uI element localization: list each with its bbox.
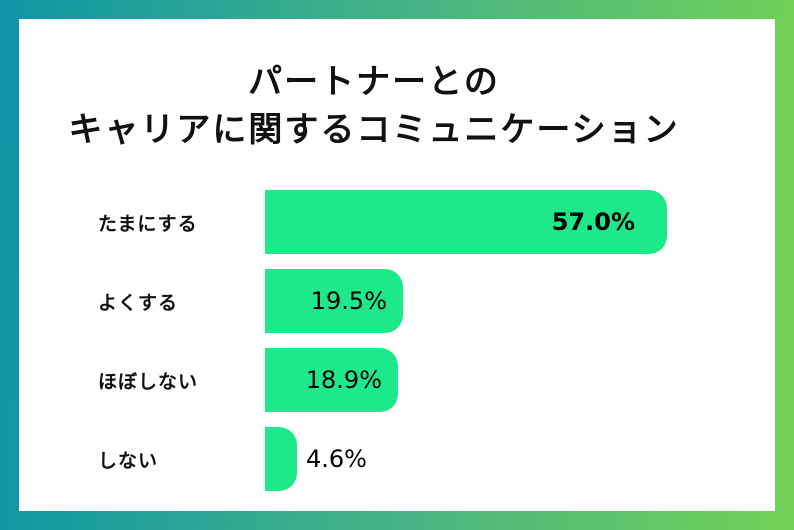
- bar: 18.9%: [265, 348, 398, 412]
- bar-track: 4.6%: [265, 427, 775, 491]
- value-label: 18.9%: [305, 366, 382, 394]
- chart-title: パートナーとの キャリアに関するコミュニケーション: [19, 58, 775, 154]
- chart-row: しない 4.6%: [19, 427, 775, 491]
- category-label: しない: [98, 449, 159, 472]
- bar-track: 19.5%: [265, 269, 775, 333]
- bar: [265, 427, 297, 491]
- chart-card: パートナーとの キャリアに関するコミュニケーション たまにする 57.0% よくする…: [19, 19, 775, 511]
- value-label: 57.0%: [551, 208, 635, 236]
- category-label: よくする: [98, 291, 179, 314]
- bar-chart: たまにする 57.0% よくする 19.5% ほぼしない 18.9% しない 4.6%: [19, 190, 775, 491]
- category-label: たまにする: [98, 212, 198, 235]
- chart-title-line-1: パートナーとの: [248, 62, 500, 102]
- chart-row: よくする 19.5%: [19, 269, 775, 333]
- bar: 57.0%: [265, 190, 667, 254]
- value-label: 4.6%: [306, 445, 367, 473]
- category-label: ほぼしない: [98, 370, 199, 393]
- chart-title-line-2: キャリアに関するコミュニケーション: [68, 110, 680, 150]
- value-label: 19.5%: [310, 287, 387, 315]
- bar: 19.5%: [265, 269, 403, 333]
- bar-track: 57.0%: [265, 190, 775, 254]
- chart-row: たまにする 57.0%: [19, 190, 775, 254]
- chart-row: ほぼしない 18.9%: [19, 348, 775, 412]
- bar-track: 18.9%: [265, 348, 775, 412]
